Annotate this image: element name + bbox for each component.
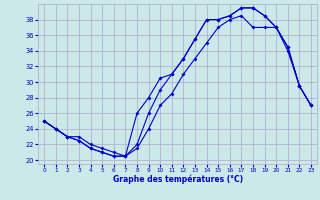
X-axis label: Graphe des températures (°C): Graphe des températures (°C) [113,175,243,184]
